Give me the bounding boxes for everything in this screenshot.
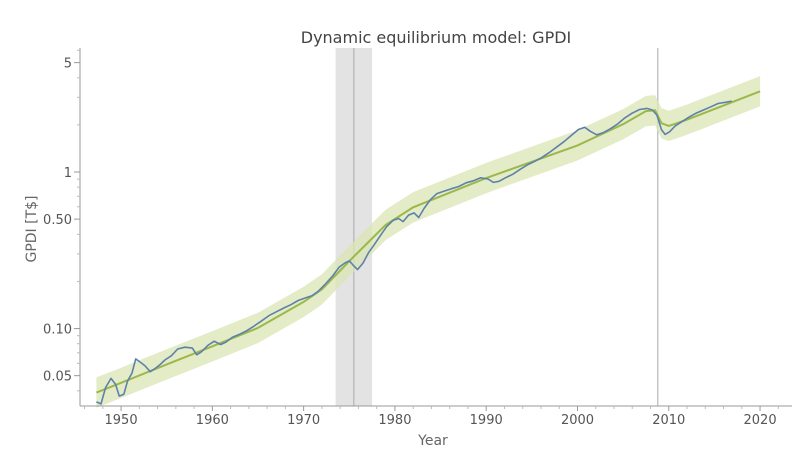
y-tick-label-5: 5 [64,57,72,72]
y-axis-label: GPDI [T$] [24,195,40,262]
x-tick-label-1990: 1990 [470,413,503,428]
x-tick-label-1950: 1950 [105,413,138,428]
x-tick-label-1960: 1960 [196,413,229,428]
x-tick-label-1980: 1980 [378,413,411,428]
x-axis-label: Year [417,433,448,449]
x-tick-label-2020: 2020 [744,413,777,428]
chart-title: Dynamic equilibrium model: GPDI [301,28,572,47]
y-tick-label-0.05: 0.05 [43,370,72,385]
y-tick-label-0.5: 0.50 [43,213,72,228]
x-tick-label-1970: 1970 [287,413,320,428]
gpdi-data-line [96,100,732,405]
axes-layer: 1950 1960 1970 1980 1990 2000 2010 2020 0.05 0.10… [43,48,792,428]
series-layer [96,90,761,405]
x-tick-label-2000: 2000 [561,413,594,428]
x-tick-label-2010: 2010 [652,413,685,428]
shock-layer [335,48,659,406]
y-tick-label-1: 1 [64,166,72,181]
y-tick-label-0.1: 0.10 [43,323,72,338]
